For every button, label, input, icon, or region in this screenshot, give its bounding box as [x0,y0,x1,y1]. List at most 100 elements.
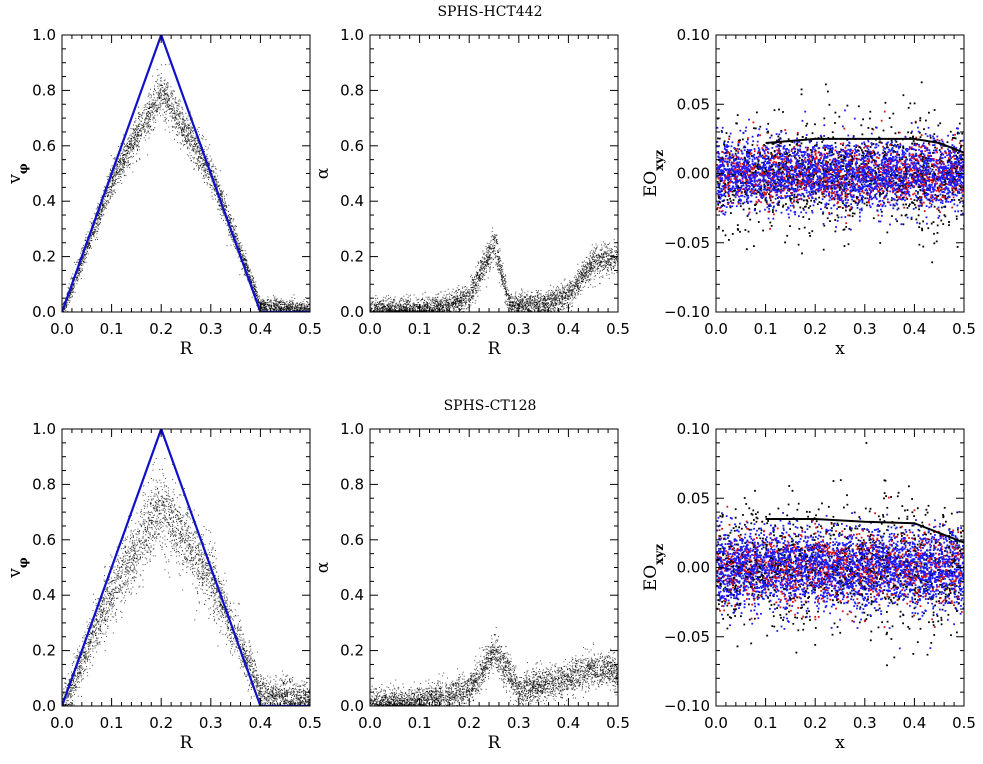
data-point [139,149,141,151]
data-point [110,170,112,172]
data-point [422,309,424,311]
data-point [253,284,255,286]
data-point [453,308,455,309]
data-point [222,201,224,203]
data-point [160,105,162,107]
data-point [232,218,234,220]
data-point [206,173,208,175]
data-point [149,106,150,108]
data-point [164,103,166,104]
data-point [262,300,264,302]
data-point [288,305,289,307]
data-point [169,107,171,109]
data-point [217,175,219,177]
data-point [305,308,307,309]
data-point [264,304,266,306]
data-point [190,130,192,132]
data-point [190,140,192,142]
data-point [192,132,194,134]
data-point [103,190,104,192]
data-point [165,64,167,65]
data-point [500,272,502,274]
data-point [303,309,305,311]
data-point [288,307,290,308]
data-point [177,104,179,106]
data-point [260,299,262,301]
data-point [281,307,283,309]
data-point [267,296,269,298]
data-point [132,150,134,152]
data-point [154,89,155,91]
data-point [109,168,111,170]
data-point [292,300,294,302]
data-point [102,206,104,208]
data-point [212,198,214,200]
data-point [387,307,389,309]
data-point [80,267,82,269]
data-point [267,303,269,305]
data-point [194,148,196,150]
data-point [522,305,524,307]
data-point [167,100,168,102]
data-point [211,158,213,160]
data-point [220,208,222,210]
data-point [499,248,501,250]
data-point [70,276,72,278]
data-point [194,143,195,144]
data-point [144,131,145,133]
data-point [172,90,174,92]
data-point [564,300,566,302]
data-point [294,303,296,305]
data-point [277,310,279,312]
data-point [204,170,206,171]
data-point [176,102,178,104]
data-point [146,112,148,114]
data-point [579,279,581,281]
data-point [223,205,225,207]
data-point [165,106,167,108]
data-point [184,131,186,133]
data-point [196,137,198,139]
data-point [64,308,66,310]
data-point [305,304,307,306]
data-point [153,106,155,108]
data-point [232,239,234,241]
data-point [100,213,102,215]
data-point [158,74,160,76]
data-point [265,304,267,306]
data-point [600,250,602,251]
data-point [587,276,589,277]
data-point [205,145,207,147]
data-point [291,297,293,299]
data-point [141,132,143,134]
data-point [293,294,295,296]
data-point [150,106,152,108]
data-point [65,304,67,306]
data-point [167,105,169,107]
data-point [136,135,138,137]
data-point [241,244,243,246]
data-point [488,243,490,244]
data-point [243,258,245,260]
x-tick-label: 0.3 [199,320,223,338]
data-point [182,127,184,129]
data-point [154,104,156,106]
data-point [284,308,286,310]
data-point [164,93,166,95]
data-point [270,307,272,308]
data-point [133,121,135,123]
data-point [157,94,159,96]
data-point [193,139,195,141]
data-point [188,140,189,142]
data-point [446,299,448,301]
data-point [581,289,583,291]
data-point [134,137,136,139]
data-point [260,302,262,304]
data-point [110,192,112,194]
data-point [120,168,122,170]
data-point [203,170,205,172]
data-point [441,309,442,311]
data-point [160,115,162,117]
data-point [198,165,199,167]
data-point [306,301,308,302]
